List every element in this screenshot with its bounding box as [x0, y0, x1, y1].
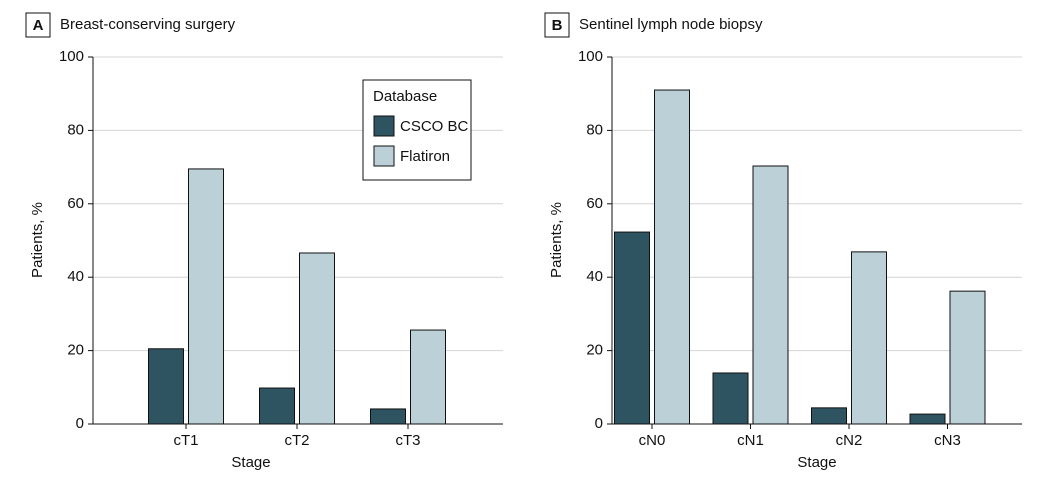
y-tick-label: 80 [67, 121, 84, 138]
bar [654, 89, 690, 425]
y-tick-label: 60 [586, 195, 603, 212]
x-tick-label: cN1 [737, 432, 764, 449]
panel-letter: B [552, 17, 563, 34]
y-axis-label: Patients, % [29, 202, 46, 278]
panel-box [25, 12, 51, 38]
panel-letter: A [33, 17, 44, 34]
legend-swatch [373, 115, 395, 137]
y-tick-label: 40 [67, 268, 84, 285]
y-tick-label: 0 [595, 415, 603, 432]
y-axis-label: Patients, % [548, 202, 565, 278]
y-tick-label: 100 [578, 48, 603, 65]
x-tick-label: cN3 [934, 432, 961, 449]
x-tick-label: cN0 [639, 432, 666, 449]
bar [949, 290, 986, 425]
bar [370, 408, 406, 425]
bar [614, 231, 650, 425]
x-tick-label: cN2 [836, 432, 863, 449]
x-tick-label: cT3 [395, 432, 420, 449]
y-tick-label: 20 [586, 342, 603, 359]
x-axis-label: Stage [797, 454, 836, 471]
y-tick-label: 0 [76, 415, 84, 432]
bar [851, 251, 887, 425]
legend-label: CSCO BC [400, 118, 469, 135]
panel-box [544, 12, 570, 38]
x-tick-label: cT1 [173, 432, 198, 449]
y-tick-label: 80 [586, 121, 603, 138]
panel-title: Breast-conserving surgery [60, 16, 236, 33]
y-tick-label: 100 [59, 48, 84, 65]
bar [299, 252, 335, 425]
bar [909, 413, 946, 425]
bar [148, 348, 184, 425]
y-tick-label: 40 [586, 268, 603, 285]
y-tick-label: 20 [67, 342, 84, 359]
legend-swatch [373, 145, 395, 167]
bar [259, 387, 295, 425]
bar [712, 372, 749, 425]
bar [811, 407, 847, 425]
bar [410, 329, 446, 425]
y-tick-label: 60 [67, 195, 84, 212]
x-axis-label: Stage [231, 454, 270, 471]
panel-title: Sentinel lymph node biopsy [579, 16, 763, 33]
bar [188, 168, 224, 425]
legend-label: Flatiron [400, 148, 450, 165]
legend-title: Database [373, 88, 437, 105]
x-tick-label: cT2 [284, 432, 309, 449]
bar [752, 165, 789, 425]
